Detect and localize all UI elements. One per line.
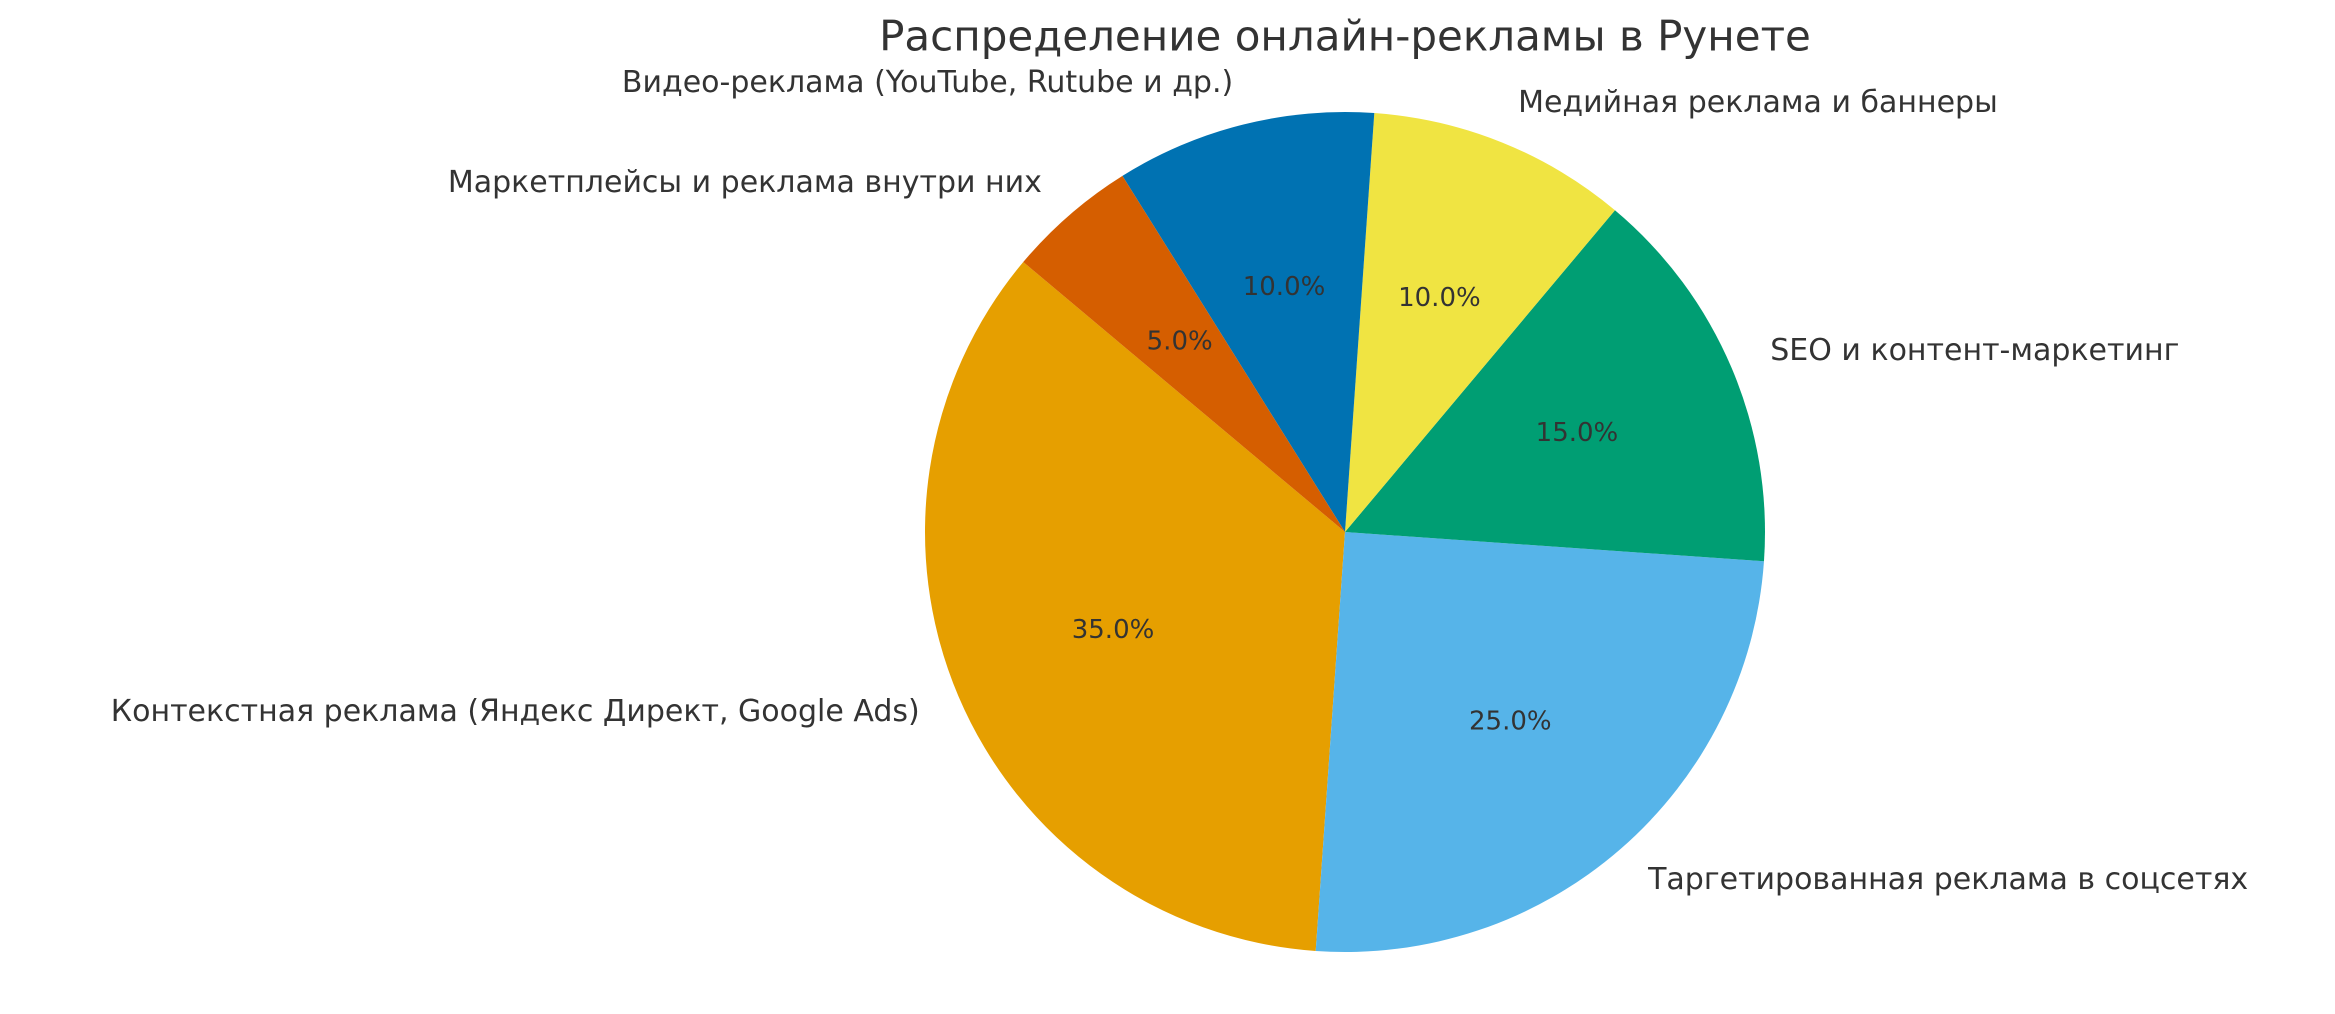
percent-label: 25.0%	[1469, 707, 1552, 737]
percent-label: 10.0%	[1398, 283, 1481, 313]
percent-label: 15.0%	[1536, 418, 1619, 448]
pie-slice	[1315, 532, 1764, 953]
pie-slice	[1023, 175, 1345, 532]
pie-slice	[925, 262, 1345, 951]
percent-label: 5.0%	[1147, 326, 1213, 356]
slice-label: Контекстная реклама (Яндекс Директ, Goog…	[111, 694, 920, 729]
slice-label: Видео-реклама (YouTube, Rutube и др.)	[622, 65, 1233, 100]
percent-label: 10.0%	[1243, 272, 1326, 302]
pie-slice	[1345, 113, 1615, 532]
pie-slice	[1345, 210, 1766, 562]
percent-label: 35.0%	[1072, 615, 1155, 645]
chart-title: Распределение онлайн-рекламы в Рунете	[879, 12, 1811, 61]
pie-slice	[1122, 112, 1375, 532]
slice-label: Таргетированная реклама в соцсетях	[1647, 862, 2248, 897]
slice-label: Маркетплейсы и реклама внутри них	[448, 165, 1042, 200]
slice-label: Медийная реклама и баннеры	[1518, 85, 1998, 120]
slice-label: SEO и контент-маркетинг	[1770, 333, 2179, 368]
